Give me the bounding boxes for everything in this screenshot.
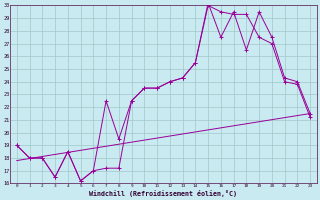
X-axis label: Windchill (Refroidissement éolien,°C): Windchill (Refroidissement éolien,°C) [90,190,237,197]
